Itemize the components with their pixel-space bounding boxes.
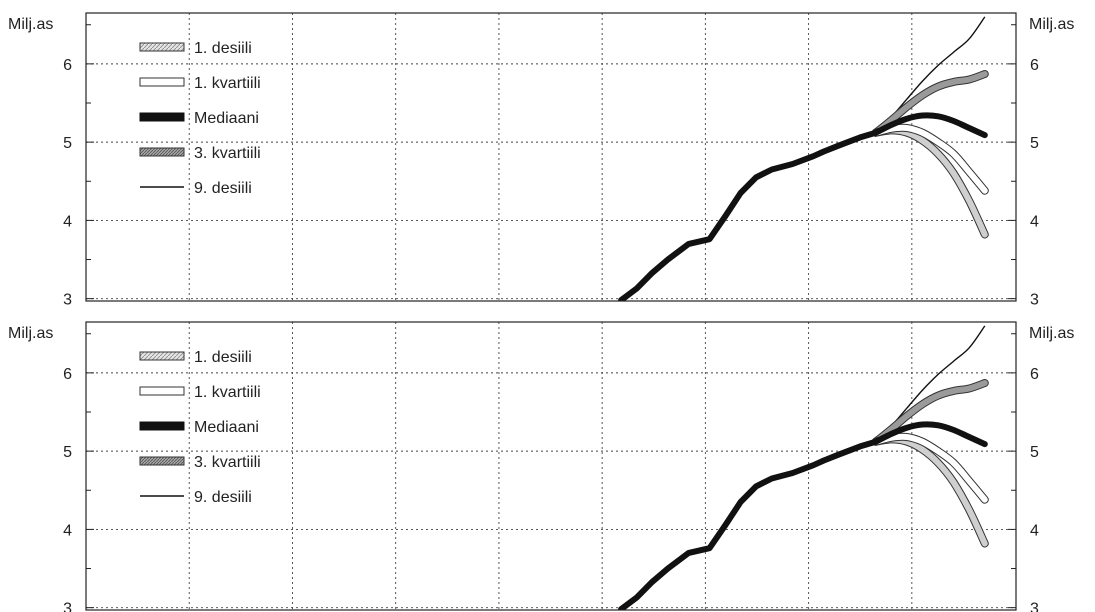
legend-label-1-2: 1. kvartiili bbox=[194, 75, 261, 92]
ytick-label-right-1-2: 4 bbox=[1030, 213, 1039, 230]
legend-label-2-2: 1. kvartiili bbox=[194, 384, 261, 401]
ytick-label-right-2-1: 3 bbox=[1030, 601, 1039, 612]
legend-label-1-5: 9. desiili bbox=[194, 180, 252, 197]
series-group-2 bbox=[618, 325, 989, 610]
legend-label-1-4: 3. kvartiili bbox=[194, 145, 261, 162]
legend-label-2-5: 9. desiili bbox=[194, 489, 252, 506]
plot-frame-2 bbox=[85, 321, 1017, 611]
series-history-1 bbox=[618, 129, 879, 301]
series-history-2 bbox=[618, 438, 879, 610]
ylabel-right-2: Milj.as bbox=[1029, 325, 1074, 342]
legend-swatch-2-1 bbox=[139, 351, 185, 361]
ytick-label-left-1-4: 6 bbox=[63, 57, 72, 74]
ytick-label-right-2-3: 5 bbox=[1030, 444, 1039, 461]
legend-label-2-3: Mediaani bbox=[194, 419, 259, 436]
ytick-label-left-2-1: 3 bbox=[63, 601, 72, 612]
plot-frame-1 bbox=[85, 12, 1017, 302]
legend-1: 1. desiili 1. kvartiili Mediaani 3. kvartii… bbox=[139, 40, 261, 197]
ytick-label-left-2-3: 5 bbox=[63, 444, 72, 461]
legend-swatch-2-3 bbox=[139, 421, 185, 431]
ytick-label-right-1-3: 5 bbox=[1030, 135, 1039, 152]
panel-1: 3 3 4 4 5 5 6 6 Milj.as Milj.as 1. desiili 1. kvart… bbox=[8, 12, 1074, 309]
ytick-label-left-1-1: 3 bbox=[63, 292, 72, 309]
ytick-label-left-1-2: 4 bbox=[63, 213, 72, 230]
series-group-1 bbox=[618, 16, 989, 301]
series-median-2 bbox=[872, 421, 988, 448]
legend-swatch-1-1 bbox=[139, 42, 185, 52]
legend-swatch-1-4 bbox=[139, 147, 185, 157]
ytick-label-right-1-1: 3 bbox=[1030, 292, 1039, 309]
series-q1-1 bbox=[872, 124, 988, 194]
ytick-label-right-2-2: 4 bbox=[1030, 522, 1039, 539]
ytick-label-left-2-4: 6 bbox=[63, 366, 72, 383]
series-q3-1 bbox=[872, 71, 988, 136]
legend-swatch-1-3 bbox=[139, 112, 185, 122]
panel-2: 3 3 4 4 5 5 6 6 Milj.as Milj.as 1. desiili 1. kvart… bbox=[8, 321, 1074, 612]
ytick-label-right-2-4: 6 bbox=[1030, 366, 1039, 383]
legend-label-2-1: 1. desiili bbox=[194, 349, 252, 366]
legend-2: 1. desiili 1. kvartiili Mediaani 3. kvartii… bbox=[139, 349, 261, 506]
ylabel-right-1: Milj.as bbox=[1029, 16, 1074, 33]
legend-label-1-1: 1. desiili bbox=[194, 40, 252, 57]
ytick-label-left-1-3: 5 bbox=[63, 135, 72, 152]
legend-swatch-2-4 bbox=[139, 456, 185, 466]
series-d1-2 bbox=[872, 436, 988, 547]
ytick-label-left-2-2: 4 bbox=[63, 522, 72, 539]
ytick-label-right-1-4: 6 bbox=[1030, 57, 1039, 74]
legend-swatch-2-2 bbox=[139, 386, 185, 396]
series-q1-2 bbox=[872, 433, 988, 503]
legend-label-2-4: 3. kvartiili bbox=[194, 454, 261, 471]
series-d1-1 bbox=[872, 127, 988, 238]
legend-swatch-1-2 bbox=[139, 77, 185, 87]
ylabel-left-1: Milj.as bbox=[8, 16, 53, 33]
ylabel-left-2: Milj.as bbox=[8, 325, 53, 342]
legend-label-1-3: Mediaani bbox=[194, 110, 259, 127]
series-q3-2 bbox=[872, 380, 988, 445]
series-median-1 bbox=[872, 112, 988, 139]
